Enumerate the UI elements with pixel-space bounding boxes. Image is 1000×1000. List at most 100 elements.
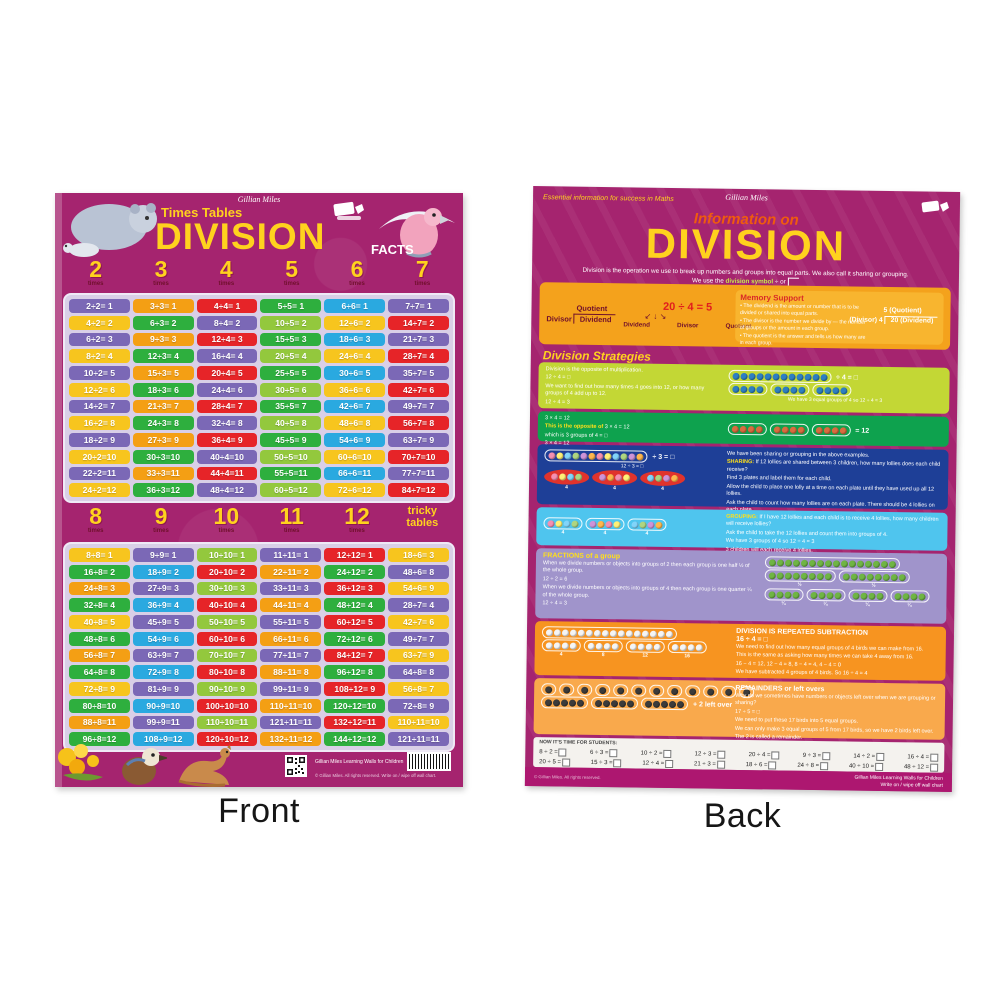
bird-icon — [611, 642, 619, 650]
text-line: 12 ÷ 4 = 3 — [542, 600, 568, 607]
division-fact-pill: 10÷10= 1 — [196, 548, 258, 562]
division-fact-pill: 72÷12= 6 — [324, 631, 386, 646]
division-fact-pill: 4÷4= 1 — [196, 299, 258, 313]
dot-icon — [788, 373, 796, 381]
penguin-icon — [676, 700, 685, 708]
division-fact-pill: 18÷6= 3 — [324, 332, 386, 347]
division-fact-pill: 8÷4= 2 — [196, 315, 258, 330]
candy-icon — [620, 452, 628, 460]
column-headers-8-12: 8 times 9 times 10 times 11 times 12 times tricky t… — [63, 505, 455, 534]
division-fact-pill: 35÷7= 5 — [388, 366, 449, 380]
practice-problem: 20 ÷ 4 = — [749, 750, 780, 760]
division-fact-pill: 66÷6=11 — [324, 466, 386, 481]
koala-icon — [815, 426, 823, 434]
division-fact-pill: 64÷8= 8 — [69, 665, 130, 679]
counter-row: = 12 — [727, 422, 942, 438]
division-fact-pill: 90÷9=10 — [132, 698, 194, 713]
penguin-icon — [725, 688, 733, 696]
bird-icon — [665, 630, 674, 638]
front-title-suffix: FACTS — [371, 242, 414, 257]
frog-icon — [898, 573, 906, 581]
division-fact-pill: 42÷7= 6 — [388, 382, 449, 397]
penguin-icon — [610, 699, 619, 707]
bird-icon — [595, 642, 603, 650]
division-fact-pill: 84÷12= 7 — [324, 648, 386, 663]
division-fact-pill: 48÷8= 6 — [69, 631, 130, 646]
practice-problem: 48 ÷ 12 = — [904, 763, 939, 772]
candy-icon — [559, 473, 567, 481]
candy-icon — [556, 451, 564, 459]
division-fact-pill: 77÷11= 7 — [260, 648, 322, 663]
text-line: We have subtracted 4 groups of 4 birds. … — [735, 669, 868, 678]
division-fact-pill: 99÷9=11 — [132, 715, 194, 730]
frog-icon — [775, 590, 784, 599]
division-fact-pill: 33÷3=11 — [132, 466, 194, 481]
division-fact-pill: 66÷11= 6 — [260, 631, 322, 646]
practice-problem: 10 ÷ 2 = — [641, 749, 672, 758]
frog-icon — [888, 560, 896, 568]
times-column-header: 7 times — [414, 256, 431, 287]
back-title: DIVISION — [645, 219, 847, 270]
dot-icon — [839, 386, 847, 394]
division-fact-pill: 96÷8=12 — [69, 732, 130, 746]
division-fact-pill: 88÷8=11 — [69, 715, 130, 730]
long-division-diagram: Quotient Divisor Dividend — [546, 302, 616, 325]
division-fact-pill: 120÷12=10 — [324, 698, 386, 713]
text-line: SHARING: If 12 lollies are shared betwee… — [726, 459, 941, 473]
division-fact-pill: 11÷11= 1 — [260, 548, 322, 562]
candy-icon — [613, 520, 621, 528]
practice-problem: 21 ÷ 3 = — [694, 760, 725, 769]
strategies-heading: Division Strategies — [542, 348, 651, 364]
dot-icon — [781, 386, 789, 394]
division-table-2-7: 2÷2= 1 3÷3= 1 4÷4= 1 5÷5= 1 6÷6= 1 7÷7= 1 4÷2=… — [63, 293, 455, 503]
candy-icon — [612, 452, 620, 460]
dot-icon — [740, 372, 748, 380]
frog-icon — [825, 591, 834, 599]
frog-row — [764, 556, 940, 571]
frog-icon — [824, 572, 832, 580]
division-fact-pill: 48÷12= 4 — [324, 598, 386, 612]
strategy-groups-of: 3 × 4 = 12 This is the opposite of 3 × 4 … — [537, 411, 950, 447]
division-fact-pill: 24÷8= 3 — [69, 581, 130, 596]
strategy-repeated-subtraction: 4 8 12 16 DIVISION IS REPEATED SUBTRACTION … — [534, 621, 947, 681]
division-fact-pill: 48÷6= 8 — [324, 416, 386, 430]
long-division-example: 5 (Quotient) (Divisor) 4 20 (Dividend) — [849, 305, 938, 327]
division-terms-box: Quotient Divisor Dividend 20 ÷ 4 = 5 ↙ ↓ … — [539, 282, 951, 350]
candy-icon — [647, 474, 655, 482]
division-fact-pill: 121÷11=11 — [260, 715, 322, 730]
penguin-icon — [618, 699, 627, 707]
candy-icon — [548, 451, 556, 459]
division-fact-pill: 50÷10= 5 — [196, 615, 258, 629]
frog-icon — [840, 559, 848, 567]
division-fact-pill: 40÷4=10 — [196, 449, 258, 464]
galah-illustration — [373, 195, 461, 259]
candy-icon — [655, 474, 663, 482]
penguin-icon — [644, 700, 653, 708]
division-fact-pill: 50÷5=10 — [260, 449, 322, 464]
bird-icon — [637, 643, 645, 651]
bird-icon — [569, 642, 577, 650]
division-fact-pill: 49÷7= 7 — [388, 631, 449, 646]
candy-icon — [671, 475, 679, 483]
frog-icon — [858, 573, 866, 581]
dot-icon — [815, 386, 823, 394]
division-fact-pill: 12÷12= 1 — [324, 548, 386, 562]
division-fact-pill: 44÷4=11 — [196, 466, 258, 481]
division-fact-pill: 110÷11=10 — [260, 698, 322, 713]
candy-icon — [605, 520, 613, 528]
division-fact-pill: 56÷7= 8 — [388, 416, 449, 430]
frog-icon — [832, 559, 840, 567]
division-fact-pill: 16÷8= 2 — [69, 564, 130, 579]
text-line: Why do we sometimes have numbers or obje… — [735, 692, 936, 707]
division-fact-pill: 21÷7= 3 — [388, 332, 449, 347]
candy-icon — [615, 474, 623, 482]
division-fact-pill: 54÷6= 9 — [388, 581, 449, 596]
frog-icon — [792, 572, 800, 580]
division-fact-pill: 100÷10=10 — [196, 698, 258, 713]
division-fact-pill: 5÷5= 1 — [260, 299, 322, 313]
frog-icon — [824, 559, 832, 567]
division-fact-pill: 42÷6= 7 — [324, 399, 386, 414]
division-fact-pill: 7÷7= 1 — [388, 299, 449, 313]
